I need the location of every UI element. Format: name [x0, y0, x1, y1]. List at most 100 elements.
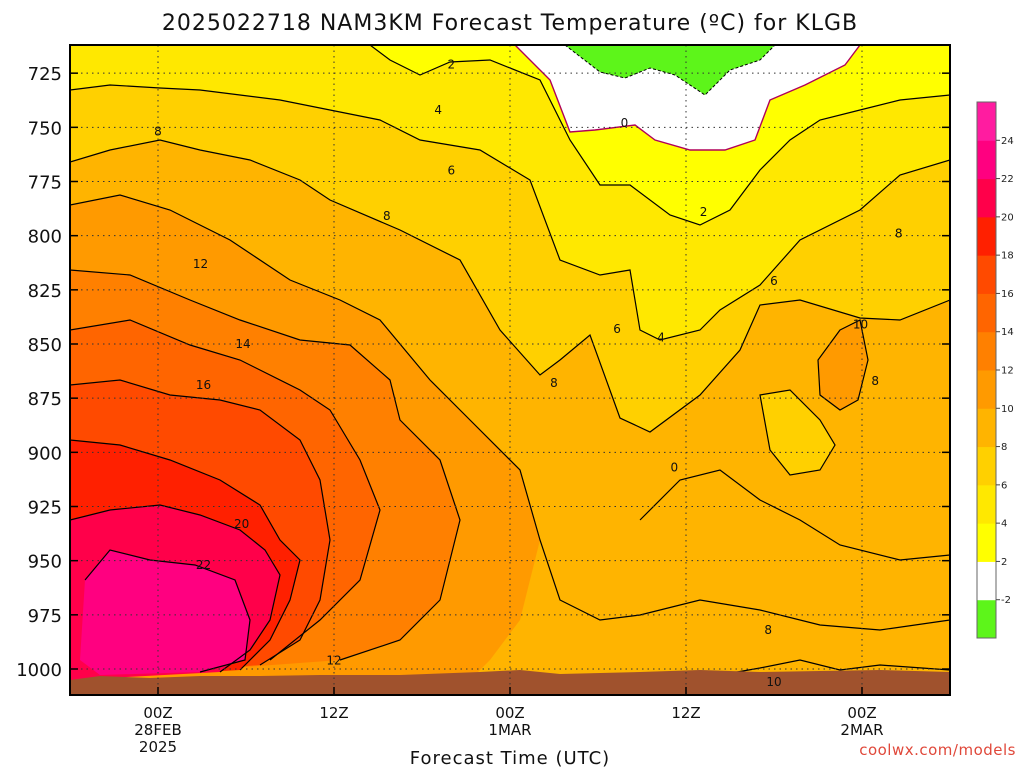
- contour-8: [70, 194, 950, 631]
- contour-label: 0: [670, 461, 678, 475]
- contour-8-lower-right: [639, 469, 950, 561]
- colorbar-label: 20: [1001, 212, 1014, 223]
- colorbar-swatch: [977, 523, 996, 562]
- contour-label: 10: [766, 675, 781, 689]
- y-tick-label: 1000: [16, 660, 62, 681]
- y-tick-label: 950: [28, 552, 62, 573]
- colorbar-label: 4: [1001, 519, 1007, 530]
- band-below-0: [565, 45, 775, 95]
- colorbar-swatch: [977, 255, 996, 294]
- colorbar-label: 12: [1001, 366, 1014, 377]
- colorbar-swatch: [977, 408, 996, 448]
- contour-18: [70, 439, 301, 671]
- contour-lines: [70, 45, 950, 676]
- colorbar-swatch: [977, 599, 996, 639]
- contour-label: 6: [448, 164, 456, 178]
- contour-14: [70, 319, 381, 661]
- y-tick-label: 875: [28, 389, 62, 410]
- colorbar-swatch: [977, 331, 996, 371]
- contour-label: 12: [326, 653, 341, 667]
- colorbar-swatch: [977, 446, 996, 486]
- y-tick-label: 850: [28, 335, 62, 356]
- contour-label: 8: [895, 227, 903, 241]
- x-tick-label: 28FEB: [134, 721, 181, 739]
- temperature-fill-bands: [70, 45, 950, 695]
- below-zero-outline: [564, 45, 776, 96]
- contour-label: 16: [196, 378, 211, 392]
- colorbar-swatch: [977, 102, 996, 141]
- colorbar-swatch: [977, 216, 996, 256]
- x-tick-label: 2025: [139, 738, 177, 756]
- contour-label: 14: [235, 337, 250, 351]
- contour-8-right: [759, 389, 836, 476]
- contour-label: 8: [550, 376, 558, 390]
- x-tick-label: 00Z: [495, 704, 524, 722]
- colorbar-label: 2: [1001, 557, 1007, 568]
- contour-20: [70, 504, 281, 673]
- zero-degree-contour: [514, 45, 861, 151]
- colorbar-label: 10: [1001, 404, 1014, 415]
- contour-label-group: 2 4 6 8 8 0 2 12 14 16 20 22 12 6 4 8 6 8 10 8 0 8 10: [154, 58, 903, 690]
- credit-text: coolwx.com/models: [859, 741, 1016, 759]
- colorbar-label: 24: [1001, 136, 1014, 147]
- warm-left-mass-22: [80, 550, 250, 675]
- contour-label: 8: [383, 209, 391, 223]
- colorbar-label: 16: [1001, 289, 1014, 300]
- contour-label: 2: [448, 58, 456, 72]
- colorbar-label: 14: [1001, 327, 1014, 338]
- colorbar-swatch: [977, 140, 996, 180]
- contour-label: 6: [613, 322, 621, 336]
- contour-12: [70, 269, 461, 661]
- contour-16: [70, 379, 331, 666]
- contour-label: 4: [434, 103, 442, 117]
- y-tick-label: 750: [28, 118, 62, 139]
- contour-22: [84, 549, 251, 673]
- x-tick-label: 00Z: [143, 704, 172, 722]
- y-tick-label: 975: [28, 606, 62, 627]
- x-tick-label: 12Z: [319, 704, 348, 722]
- colorbar-label: 6: [1001, 480, 1007, 491]
- x-tick-label: 1MAR: [488, 721, 531, 739]
- contour-10-right: [817, 319, 869, 411]
- grid-lines: [70, 45, 950, 695]
- contour-label: 2: [700, 205, 708, 219]
- colorbar-label: 22: [1001, 174, 1014, 185]
- colorbar-label: -2: [1001, 595, 1011, 606]
- colorbar-swatch: [977, 293, 996, 333]
- contour-label: 20: [234, 517, 249, 531]
- y-tick-label: 825: [28, 281, 62, 302]
- colorbar-label: 18: [1001, 251, 1014, 262]
- x-tick-label: 12Z: [671, 704, 700, 722]
- chart-title: 2025022718 NAM3KM Forecast Temperature (…: [162, 11, 858, 36]
- y-tick-label: 725: [28, 64, 62, 85]
- band-10-12-right: [818, 320, 868, 410]
- colorbar-swatch: [977, 370, 996, 409]
- y-tick-label: 800: [28, 227, 62, 248]
- contour-label: 0: [621, 116, 629, 130]
- freezing-line-group: [514, 45, 861, 151]
- x-tick-label: 00Z: [847, 704, 876, 722]
- contour-label: 8: [871, 374, 879, 388]
- ground-surface: [70, 670, 950, 695]
- contour-label: 8: [154, 125, 162, 139]
- y-tick-label: 900: [28, 443, 62, 464]
- contour-label: 22: [196, 558, 211, 572]
- contour-label: 10: [853, 318, 868, 332]
- contour-4: [70, 84, 950, 341]
- x-axis-label: Forecast Time (UTC): [410, 748, 610, 768]
- contour-6: [70, 139, 950, 433]
- x-tick-label: 2MAR: [840, 721, 883, 739]
- contour-label: 8: [764, 623, 772, 637]
- colorbar-label: 8: [1001, 442, 1007, 453]
- y-tick-label: 925: [28, 498, 62, 519]
- contour-label: 6: [770, 274, 778, 288]
- contour-2: [369, 45, 950, 226]
- contour-label: 4: [657, 331, 665, 345]
- y-tick-label: 775: [28, 173, 62, 194]
- colorbar-swatch: [977, 178, 996, 218]
- contour-label: 12: [193, 257, 208, 271]
